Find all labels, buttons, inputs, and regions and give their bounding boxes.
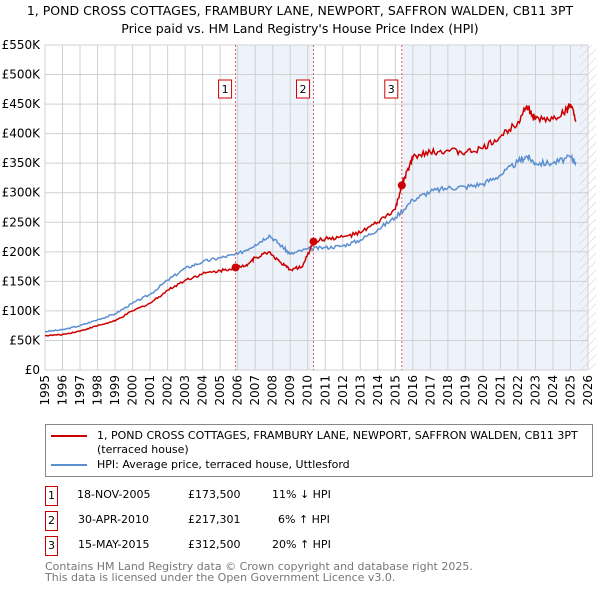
y-tick-label: £550K xyxy=(2,38,42,52)
y-tick-label: £400K xyxy=(2,127,42,141)
y-tick-label: £300K xyxy=(2,186,42,200)
x-tick-label: 2016 xyxy=(406,375,420,406)
x-tick-label: 2010 xyxy=(301,375,315,406)
shaded-period xyxy=(401,45,588,370)
x-tick-label: 2015 xyxy=(388,375,402,406)
x-tick-label: 2014 xyxy=(371,375,385,406)
x-tick-label: 2022 xyxy=(511,375,525,406)
x-tick-label: 2001 xyxy=(143,375,157,406)
sale-date: 18-NOV-2005 xyxy=(77,488,151,501)
shaded-period xyxy=(235,45,314,370)
legend: 1, POND CROSS COTTAGES, FRAMBURY LANE, N… xyxy=(45,424,593,477)
sale-label-box xyxy=(384,79,399,99)
sale-marker: 1 xyxy=(45,486,58,506)
sale-row: 3 15-MAY-2015 £312,500 20% ↑ HPI xyxy=(45,536,445,556)
x-tick-label: 2019 xyxy=(458,375,472,406)
legend-label: 1, POND CROSS COTTAGES, FRAMBURY LANE, N… xyxy=(97,429,578,456)
x-tick-label: 1999 xyxy=(108,375,122,406)
x-tick-label: 2009 xyxy=(283,375,297,406)
price-chart: 1995 1996 1997 1998 1999 2000 2001 2002 2003 2004… xyxy=(2,38,596,406)
x-tick-label: 2013 xyxy=(353,375,367,406)
sale-point xyxy=(397,181,406,190)
sale-label: 1 xyxy=(222,83,229,96)
x-tick-label: 2026 xyxy=(581,375,595,406)
chart-title: 1, POND CROSS COTTAGES, FRAMBURY LANE, N… xyxy=(26,3,574,18)
y-tick-label: £50K xyxy=(9,333,41,347)
x-tick-label: 2004 xyxy=(196,375,210,406)
x-tick-label: 2011 xyxy=(318,375,332,406)
sale-marker: 2 xyxy=(45,511,58,531)
sale-date: 30-APR-2010 xyxy=(78,513,150,526)
legend-item-property: 1, POND CROSS COTTAGES, FRAMBURY LANE, N… xyxy=(51,429,587,457)
sale-row: 1 18-NOV-2005 £173,500 11% ↓ HPI xyxy=(45,486,445,506)
x-tick-label: 2017 xyxy=(423,375,437,406)
sale-hpi: 11% ↓ HPI xyxy=(272,488,331,501)
series-line-hpi xyxy=(45,153,577,333)
x-tick-label: 2003 xyxy=(178,375,192,406)
y-tick-label: £350K xyxy=(2,156,42,170)
x-tick-label: 1997 xyxy=(73,375,87,406)
x-tick-label: 2000 xyxy=(126,375,140,406)
sale-label-box xyxy=(218,79,233,99)
sale-price: £217,301 xyxy=(188,513,241,526)
x-tick-label: 2012 xyxy=(336,375,350,406)
y-tick-label: £0 xyxy=(25,363,40,377)
x-tick-label: 2020 xyxy=(476,375,490,406)
sale-point xyxy=(231,263,240,272)
y-tick-label: £250K xyxy=(2,215,42,229)
footer-copyright: Contains HM Land Registry data © Crown c… xyxy=(45,560,473,573)
legend-label: HPI: Average price, terraced house, Uttl… xyxy=(97,458,350,471)
x-tick-label: 2006 xyxy=(231,375,245,406)
sale-date: 15-MAY-2015 xyxy=(78,538,150,551)
x-tick-label: 2021 xyxy=(493,375,507,406)
y-tick-label: £150K xyxy=(2,274,42,288)
series-line-property xyxy=(44,103,577,337)
sale-price: £312,500 xyxy=(188,538,241,551)
x-tick-label: 2008 xyxy=(266,375,280,406)
x-tick-label: 1998 xyxy=(91,375,105,406)
x-tick-label: 2024 xyxy=(546,375,560,406)
x-tick-label: 2002 xyxy=(161,375,175,406)
y-tick-label: £500K xyxy=(2,68,42,82)
x-tick-label: 2018 xyxy=(441,375,455,406)
legend-item-hpi: HPI: Average price, terraced house, Uttl… xyxy=(51,458,587,472)
sale-hpi: 6% ↑ HPI xyxy=(278,513,330,526)
sale-price: £173,500 xyxy=(188,488,241,501)
sale-label: 2 xyxy=(300,83,307,96)
x-tick-label: 2005 xyxy=(213,375,227,406)
x-tick-label: 1996 xyxy=(56,375,70,406)
x-tick-label: 2025 xyxy=(563,375,577,406)
footer-license: This data is licensed under the Open Gov… xyxy=(45,571,396,584)
legend-swatch-red xyxy=(51,435,87,437)
legend-swatch-blue xyxy=(51,464,87,466)
sale-hpi: 20% ↑ HPI xyxy=(272,538,331,551)
sale-row: 2 30-APR-2010 £217,301 6% ↑ HPI xyxy=(45,511,445,531)
sale-point xyxy=(309,237,318,246)
x-tick-label: 2007 xyxy=(248,375,262,406)
y-tick-label: £450K xyxy=(2,97,42,111)
chart-subtitle: Price paid vs. HM Land Registry's House … xyxy=(121,21,479,36)
footer: Contains HM Land Registry data © Crown c… xyxy=(45,561,473,583)
x-tick-label: 1995 xyxy=(38,375,52,406)
sale-marker: 3 xyxy=(45,536,58,556)
y-tick-label: £200K xyxy=(2,245,42,259)
y-tick-label: £100K xyxy=(2,304,42,318)
sale-label: 3 xyxy=(388,83,395,96)
sale-label-box xyxy=(296,79,311,99)
x-tick-label: 2023 xyxy=(528,375,542,406)
